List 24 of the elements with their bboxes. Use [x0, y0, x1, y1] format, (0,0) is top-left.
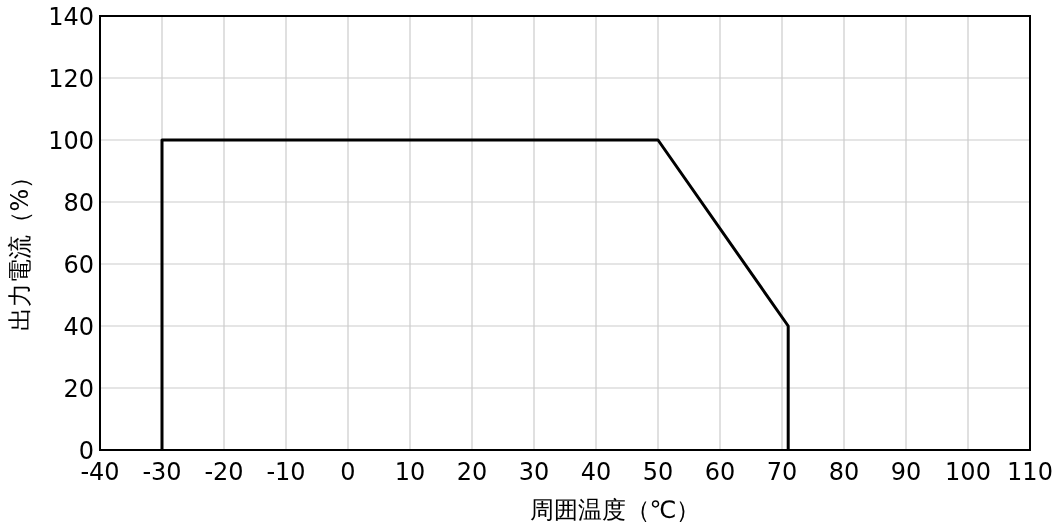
y-tick-label: 40 [63, 313, 94, 341]
x-tick-label: 110 [1007, 458, 1053, 486]
x-tick-label: 40 [580, 458, 612, 486]
x-tick-label: 0 [340, 458, 356, 486]
x-tick-label: 80 [828, 458, 860, 486]
x-tick-label: 70 [766, 458, 798, 486]
y-axis-title: 出力電流（%） [6, 164, 34, 332]
x-tick-label: 20 [456, 458, 488, 486]
x-tick-label: 90 [890, 458, 922, 486]
y-tick-label: 60 [63, 251, 94, 279]
y-tick-label: 80 [63, 189, 94, 217]
y-tick-label: 20 [63, 375, 94, 403]
y-tick-label: 120 [48, 65, 94, 93]
x-tick-label: 50 [642, 458, 674, 486]
x-axis-title: 周囲温度（℃） [529, 496, 701, 524]
x-tick-label: 10 [394, 458, 426, 486]
y-tick-label: 140 [48, 3, 94, 31]
x-tick-label: 60 [704, 458, 736, 486]
y-tick-label: 100 [48, 127, 94, 155]
x-tick-label: 30 [518, 458, 550, 486]
x-tick-label: -10 [266, 458, 306, 486]
x-tick-label: -30 [142, 458, 182, 486]
x-tick-label: 100 [945, 458, 991, 486]
x-tick-label: -20 [204, 458, 244, 486]
